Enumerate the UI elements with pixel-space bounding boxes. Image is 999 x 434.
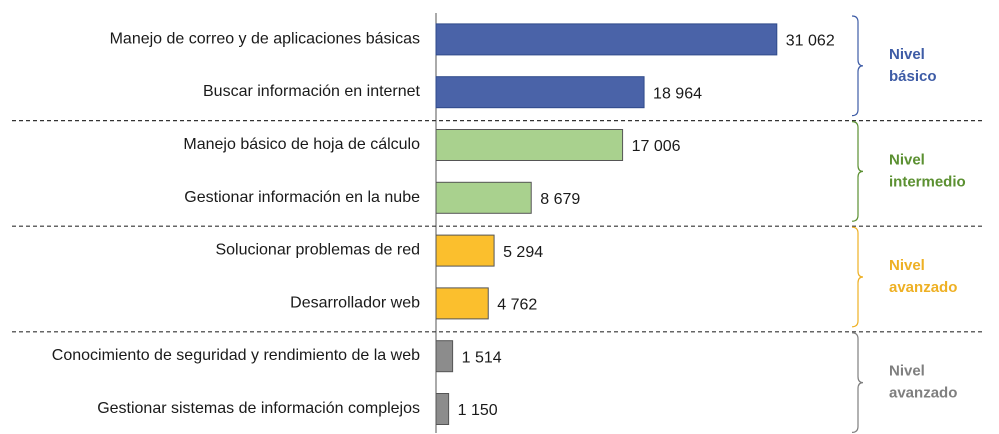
- value-label: 17 006: [632, 138, 681, 155]
- group-label: Nivel avanzado: [889, 363, 957, 402]
- bar: [435, 393, 450, 425]
- y-tick-label: Manejo básico de hoja de cálculo: [183, 136, 420, 153]
- value-label: 18 964: [653, 85, 702, 102]
- bar: [435, 76, 645, 109]
- value-label: 31 062: [786, 33, 835, 50]
- bar: [435, 234, 495, 267]
- y-tick-label: Gestionar sistemas de información comple…: [97, 400, 420, 417]
- bar: [435, 340, 454, 373]
- group-brace: [851, 121, 864, 222]
- group-brace: [851, 226, 864, 328]
- group-brace: [851, 15, 864, 117]
- y-tick-label: Manejo de correo y de aplicaciones básic…: [110, 31, 420, 48]
- group-brace: [851, 332, 864, 433]
- group-label: Nivel intermedio: [889, 151, 966, 190]
- bar: [435, 23, 778, 56]
- y-tick-label: Desarrollador web: [290, 295, 420, 312]
- y-tick-label: Solucionar problemas de red: [215, 242, 420, 259]
- group-label: Nivel básico: [889, 46, 937, 85]
- group-label: Nivel avanzado: [889, 257, 957, 296]
- bar: [435, 181, 532, 214]
- y-tick-label: Conocimiento de seguridad y rendimiento …: [52, 347, 420, 364]
- y-tick-label: Gestionar información en la nube: [184, 189, 420, 206]
- value-label: 1 514: [462, 349, 502, 366]
- y-tick-label: Buscar información en internet: [203, 83, 421, 100]
- value-label: 5 294: [503, 244, 543, 261]
- value-label: 1 150: [458, 402, 498, 419]
- value-label: 4 762: [497, 297, 537, 314]
- bar: [435, 129, 624, 161]
- bar: [435, 287, 489, 320]
- value-label: 8 679: [540, 191, 580, 208]
